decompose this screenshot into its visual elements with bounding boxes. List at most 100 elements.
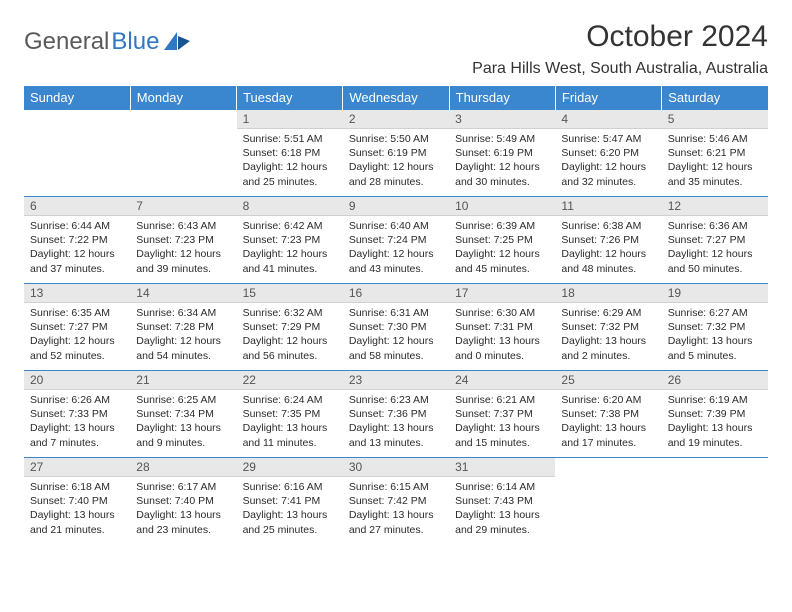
day-number-cell: 26 — [662, 371, 768, 390]
sunset-line: Sunset: 6:18 PM — [243, 146, 337, 160]
day-content-cell: Sunrise: 6:29 AMSunset: 7:32 PMDaylight:… — [555, 303, 661, 371]
day-number-row: 2728293031 — [24, 458, 768, 477]
weekday-header: Thursday — [449, 86, 555, 110]
daylight-line: Daylight: 12 hours and 43 minutes. — [349, 247, 443, 275]
sunset-line: Sunset: 7:23 PM — [136, 233, 230, 247]
day-content-row: Sunrise: 6:26 AMSunset: 7:33 PM Daylight:… — [24, 390, 768, 458]
sunset-line: Sunset: 7:40 PM — [136, 494, 230, 508]
daylight-line: Daylight: 12 hours and 25 minutes. — [243, 160, 337, 188]
sunset-line: Sunset: 6:21 PM — [668, 146, 762, 160]
sunset-line: Sunset: 7:27 PM — [668, 233, 762, 247]
day-content-cell: Sunrise: 6:25 AMSunset: 7:34 PMDaylight:… — [130, 390, 236, 458]
day-number-cell: 21 — [130, 371, 236, 390]
sunset-line: Sunset: 7:24 PM — [349, 233, 443, 247]
sunrise-line: Sunrise: 6:19 AM — [668, 393, 762, 407]
day-number-cell: 2 — [343, 110, 449, 129]
daylight-line: Daylight: 12 hours and 35 minutes. — [668, 160, 762, 188]
brand-logo: GeneralBlue — [24, 20, 190, 56]
day-number-cell: 16 — [343, 284, 449, 303]
sunrise-line: Sunrise: 6:42 AM — [243, 219, 337, 233]
daylight-line: Daylight: 13 hours and 19 minutes. — [668, 421, 762, 449]
sunrise-line: Sunrise: 6:24 AM — [243, 393, 337, 407]
sunset-line: Sunset: 7:43 PM — [455, 494, 549, 508]
day-number-cell: 27 — [24, 458, 130, 477]
sunrise-line: Sunrise: 6:31 AM — [349, 306, 443, 320]
day-number-cell: 29 — [237, 458, 343, 477]
day-number-cell: 14 — [130, 284, 236, 303]
day-number-row: 20212223242526 — [24, 371, 768, 390]
daylight-line: Daylight: 13 hours and 5 minutes. — [668, 334, 762, 362]
day-content-cell: Sunrise: 6:40 AMSunset: 7:24 PMDaylight:… — [343, 216, 449, 284]
weekday-header-row: Sunday Monday Tuesday Wednesday Thursday… — [24, 86, 768, 110]
sunset-line: Sunset: 7:33 PM — [30, 407, 124, 421]
day-number-cell: 20 — [24, 371, 130, 390]
daylight-line: Daylight: 12 hours and 56 minutes. — [243, 334, 337, 362]
sunset-line: Sunset: 6:19 PM — [455, 146, 549, 160]
day-content-cell: Sunrise: 6:20 AMSunset: 7:38 PMDaylight:… — [555, 390, 661, 458]
sunset-line: Sunset: 7:41 PM — [243, 494, 337, 508]
daylight-line: Daylight: 13 hours and 27 minutes. — [349, 508, 443, 536]
daylight-line: Daylight: 13 hours and 15 minutes. — [455, 421, 549, 449]
day-number-cell: 8 — [237, 197, 343, 216]
daylight-line: Daylight: 12 hours and 32 minutes. — [561, 160, 655, 188]
calendar-body: 12345Sunrise: 5:51 AMSunset: 6:18 PMDayl… — [24, 110, 768, 545]
sunrise-line: Sunrise: 6:25 AM — [136, 393, 230, 407]
sunrise-line: Sunrise: 6:36 AM — [668, 219, 762, 233]
day-number-cell: 19 — [662, 284, 768, 303]
day-content-cell: Sunrise: 6:26 AMSunset: 7:33 PMDaylight:… — [24, 390, 130, 458]
sunset-line: Sunset: 7:38 PM — [561, 407, 655, 421]
day-number-cell: 24 — [449, 371, 555, 390]
month-title: October 2024 — [472, 20, 768, 54]
sunrise-line: Sunrise: 6:18 AM — [30, 480, 124, 494]
day-content-row: Sunrise: 6:35 AMSunset: 7:27 PMDaylight:… — [24, 303, 768, 371]
day-number-row: 13141516171819 — [24, 284, 768, 303]
sunrise-line: Sunrise: 6:20 AM — [561, 393, 655, 407]
weekday-header: Monday — [130, 86, 236, 110]
sunrise-line: Sunrise: 6:26 AM — [30, 393, 124, 407]
day-content-cell: Sunrise: 6:21 AMSunset: 7:37 PMDaylight:… — [449, 390, 555, 458]
daylight-line: Daylight: 12 hours and 50 minutes. — [668, 247, 762, 275]
day-number-cell: 18 — [555, 284, 661, 303]
day-content-cell: Sunrise: 6:43 AMSunset: 7:23 PMDaylight:… — [130, 216, 236, 284]
day-number-cell: 31 — [449, 458, 555, 477]
sunrise-line: Sunrise: 6:29 AM — [561, 306, 655, 320]
day-number-cell — [662, 458, 768, 477]
daylight-line: Daylight: 12 hours and 54 minutes. — [136, 334, 230, 362]
day-number-cell — [555, 458, 661, 477]
day-content-cell: Sunrise: 6:27 AMSunset: 7:32 PMDaylight:… — [662, 303, 768, 371]
day-content-cell: Sunrise: 6:32 AMSunset: 7:29 PMDaylight:… — [237, 303, 343, 371]
day-content-cell: Sunrise: 6:14 AMSunset: 7:43 PMDaylight:… — [449, 477, 555, 545]
sunrise-line: Sunrise: 6:27 AM — [668, 306, 762, 320]
sunset-line: Sunset: 7:39 PM — [668, 407, 762, 421]
day-content-cell: Sunrise: 6:17 AMSunset: 7:40 PMDaylight:… — [130, 477, 236, 545]
day-number-row: 6789101112 — [24, 197, 768, 216]
day-number-cell: 13 — [24, 284, 130, 303]
day-number-cell: 10 — [449, 197, 555, 216]
daylight-line: Daylight: 12 hours and 58 minutes. — [349, 334, 443, 362]
daylight-line: Daylight: 13 hours and 9 minutes. — [136, 421, 230, 449]
brand-part2: Blue — [111, 28, 159, 56]
brand-part1: General — [24, 28, 109, 56]
day-number-cell: 11 — [555, 197, 661, 216]
logo-sail-icon — [164, 32, 190, 52]
day-content-row: Sunrise: 5:51 AMSunset: 6:18 PMDaylight:… — [24, 129, 768, 197]
daylight-line: Daylight: 12 hours and 39 minutes. — [136, 247, 230, 275]
daylight-line: Daylight: 12 hours and 30 minutes. — [455, 160, 549, 188]
day-number-cell: 9 — [343, 197, 449, 216]
day-content-row: Sunrise: 6:18 AMSunset: 7:40 PMDaylight:… — [24, 477, 768, 545]
day-content-cell: Sunrise: 6:36 AMSunset: 7:27 PMDaylight:… — [662, 216, 768, 284]
day-content-cell — [662, 477, 768, 545]
weekday-header: Sunday — [24, 86, 130, 110]
sunrise-line: Sunrise: 5:49 AM — [455, 132, 549, 146]
day-content-cell: Sunrise: 6:42 AMSunset: 7:23 PMDaylight:… — [237, 216, 343, 284]
sunset-line: Sunset: 7:40 PM — [30, 494, 124, 508]
day-content-cell: Sunrise: 6:30 AMSunset: 7:31 PMDaylight:… — [449, 303, 555, 371]
day-content-cell: Sunrise: 6:44 AMSunset: 7:22 PMDaylight:… — [24, 216, 130, 284]
daylight-line: Daylight: 12 hours and 28 minutes. — [349, 160, 443, 188]
day-content-cell — [555, 477, 661, 545]
day-number-cell: 17 — [449, 284, 555, 303]
sunrise-line: Sunrise: 6:17 AM — [136, 480, 230, 494]
sunset-line: Sunset: 7:23 PM — [243, 233, 337, 247]
sunset-line: Sunset: 7:29 PM — [243, 320, 337, 334]
weekday-header: Wednesday — [343, 86, 449, 110]
